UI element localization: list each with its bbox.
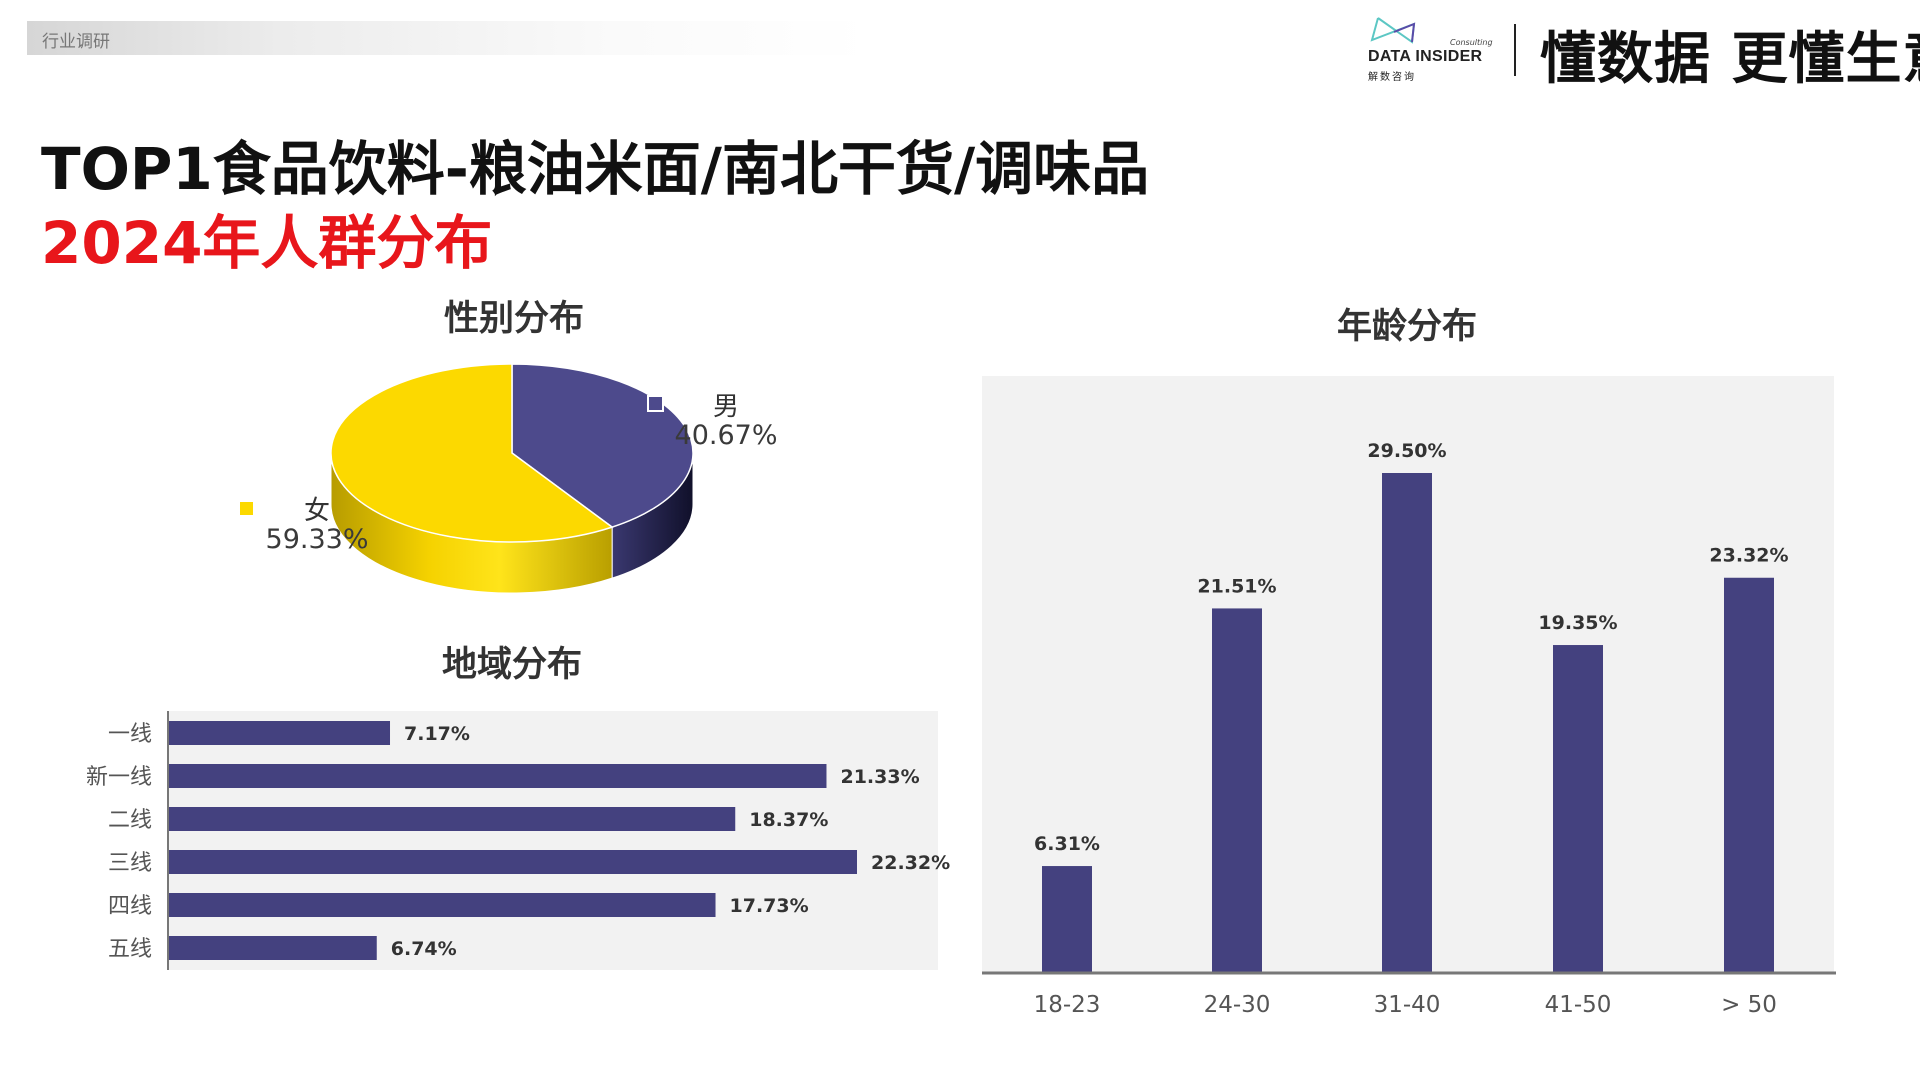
region-value-label: 21.33%	[840, 766, 919, 788]
age-category-label: 31-40	[1374, 992, 1441, 1018]
age-category-label: 41-50	[1545, 992, 1612, 1018]
age-value-label: 6.31%	[1034, 833, 1100, 855]
region-bar-chart: 一线 7.17% 新一线 21.33% 二线 18.37% 三线 22.32% 四线 17.73%…	[86, 711, 950, 970]
region-value-label: 22.32%	[871, 852, 950, 874]
region-category-label: 新一线	[86, 765, 152, 790]
header-divider	[1514, 24, 1516, 76]
age-bar-chart: 6.31% 18-23 21.51% 24-30 29.50% 31-40 19.35% 41…	[982, 376, 1836, 1018]
page-subtitle: 2024年人群分布	[41, 209, 493, 277]
slogan: 懂数据 更懂生意	[1540, 27, 1920, 92]
age-value-label: 29.50%	[1367, 440, 1446, 462]
section-tag: 行业调研	[42, 32, 110, 52]
data-insider-logo: Consulting DATA INSIDER 解数咨询	[1368, 16, 1498, 83]
age-bar	[1042, 866, 1092, 973]
age-bar	[1553, 645, 1603, 973]
logo-consulting: Consulting	[1450, 38, 1493, 47]
age-value-label: 19.35%	[1538, 612, 1617, 634]
age-category-label: 18-23	[1034, 992, 1101, 1018]
region-category-label: 二线	[108, 808, 152, 833]
region-category-label: 三线	[108, 851, 152, 876]
age-value-label: 23.32%	[1709, 545, 1788, 567]
region-bar	[169, 807, 736, 831]
gender-chart-title: 性别分布	[443, 299, 585, 339]
region-value-label: 7.17%	[404, 723, 470, 745]
logo-name: DATA INSIDER	[1368, 48, 1483, 65]
age-category-label: > 50	[1721, 992, 1777, 1018]
age-bar	[1724, 577, 1774, 973]
region-bar	[169, 936, 377, 960]
region-bar	[169, 764, 827, 788]
region-category-label: 一线	[108, 722, 152, 747]
page-title: TOP1食品饮料-粮油米面/南北干货/调味品	[41, 135, 1150, 203]
pie-slice-female	[330, 363, 614, 543]
legend-marker-male	[647, 395, 664, 412]
pie-value-female: 59.33%	[265, 524, 369, 555]
region-chart-title: 地域分布	[441, 645, 583, 685]
region-bar	[169, 850, 857, 874]
region-value-label: 17.73%	[730, 895, 809, 917]
region-plot-area	[168, 711, 938, 970]
pie-value-male: 40.67%	[674, 420, 778, 451]
region-value-label: 18.37%	[749, 809, 828, 831]
age-chart-title: 年龄分布	[1336, 307, 1478, 347]
region-bar	[169, 893, 716, 917]
logo-cn: 解数咨询	[1368, 72, 1416, 83]
age-bar	[1212, 608, 1262, 973]
age-bar	[1382, 473, 1432, 973]
logo-mark-icon	[1370, 17, 1416, 44]
region-category-label: 五线	[108, 937, 152, 962]
region-bar	[169, 721, 391, 745]
gender-pie-chart	[330, 363, 694, 594]
age-value-label: 21.51%	[1197, 575, 1276, 597]
pie-label-male: 男	[712, 392, 740, 422]
legend-marker-female	[240, 502, 253, 515]
region-category-label: 四线	[108, 894, 152, 919]
section-tag-bar: 行业调研	[27, 21, 870, 55]
pie-label-female: 女	[303, 496, 331, 526]
age-category-label: 24-30	[1204, 992, 1271, 1018]
region-value-label: 6.74%	[391, 938, 457, 960]
